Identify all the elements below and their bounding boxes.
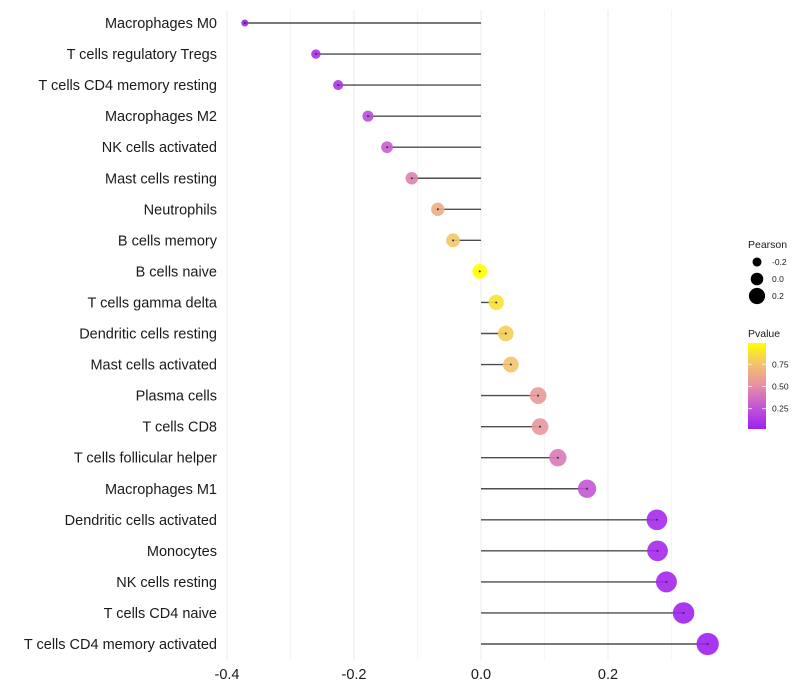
stem-end-marker: [337, 84, 340, 87]
pvalue-colorbar: [748, 343, 766, 429]
colorbar-tick-label: 0.75: [772, 359, 789, 369]
stem-end-marker: [495, 301, 498, 304]
x-tick-label: -0.2: [342, 667, 367, 683]
y-category-label: Macrophages M0: [105, 16, 217, 32]
size-legend-label: 0.0: [772, 274, 784, 284]
x-tick-label: 0.2: [598, 667, 618, 683]
size-legend-dot: [752, 257, 762, 267]
stem-end-marker: [243, 22, 246, 24]
y-category-label: Neutrophils: [144, 202, 217, 218]
stem-end-marker: [504, 332, 507, 335]
y-category-label: B cells memory: [118, 233, 218, 249]
stem-end-marker: [436, 208, 439, 211]
y-category-label: Monocytes: [147, 544, 217, 560]
y-category-label: Macrophages M1: [105, 482, 217, 498]
size-legend-label: 0.2: [772, 291, 784, 301]
y-category-label: T cells regulatory Tregs: [67, 47, 217, 63]
stem-end-marker: [656, 549, 659, 552]
stem-end-marker: [537, 394, 540, 397]
stem-end-marker: [539, 425, 542, 428]
x-tick-label: -0.4: [215, 667, 240, 683]
stem-end-marker: [314, 53, 317, 56]
color-legend-ticks: 0.75 0.50 0.25: [748, 359, 789, 414]
y-category-label: Dendritic cells activated: [65, 513, 217, 529]
stem-end-marker: [478, 270, 481, 273]
y-category-label: Macrophages M2: [105, 109, 217, 125]
stem-end-marker: [386, 146, 389, 149]
colorbar-tick-label: 0.25: [772, 404, 789, 414]
stems: [244, 22, 708, 645]
y-category-label: Mast cells activated: [90, 358, 217, 374]
points: [241, 19, 719, 656]
stem-end-marker: [586, 487, 589, 490]
stem-end-marker: [556, 456, 559, 459]
y-category-label: T cells follicular helper: [74, 451, 217, 467]
y-category-label: T cells CD4 memory resting: [38, 78, 217, 94]
size-legend-dot: [748, 287, 766, 305]
grid-lines: [226, 10, 672, 660]
colorbar-tick-label: 0.50: [772, 381, 789, 391]
stem-end-marker: [509, 363, 512, 366]
x-tick-label: 0.0: [471, 667, 491, 683]
size-legend-label: -0.2: [772, 257, 787, 267]
x-axis-labels: -0.4 -0.2 0.0 0.2: [215, 667, 619, 683]
stem-end-marker: [410, 177, 413, 180]
y-category-label: NK cells resting: [116, 575, 217, 591]
stem-end-marker: [655, 518, 658, 521]
size-legend: -0.2 0.0 0.2: [748, 257, 787, 305]
legend: Pearson -0.2 0.0 0.2 Pvalue 0.75 0.50 0.25: [748, 239, 789, 429]
y-category-label: T cells CD8: [142, 420, 217, 436]
y-category-label: T cells CD4 memory activated: [24, 637, 217, 653]
y-category-label: NK cells activated: [102, 140, 217, 156]
size-legend-title: Pearson: [748, 239, 787, 251]
stem-end-marker: [706, 643, 709, 645]
y-category-label: Dendritic cells resting: [79, 327, 217, 343]
y-category-label: Plasma cells: [136, 389, 217, 405]
y-category-label: B cells naive: [136, 264, 217, 280]
stem-end-marker: [682, 611, 685, 614]
stem-end-marker: [665, 580, 668, 583]
stem-end-marker: [452, 239, 455, 242]
size-legend-dot: [750, 272, 764, 286]
y-category-label: T cells CD4 naive: [104, 606, 217, 622]
y-category-label: T cells gamma delta: [88, 295, 218, 311]
color-legend-title: Pvalue: [748, 328, 780, 340]
y-category-label: Mast cells resting: [105, 171, 217, 187]
stem-end-marker: [366, 115, 369, 118]
y-axis-labels: Macrophages M0 T cells regulatory Tregs T…: [24, 16, 218, 653]
